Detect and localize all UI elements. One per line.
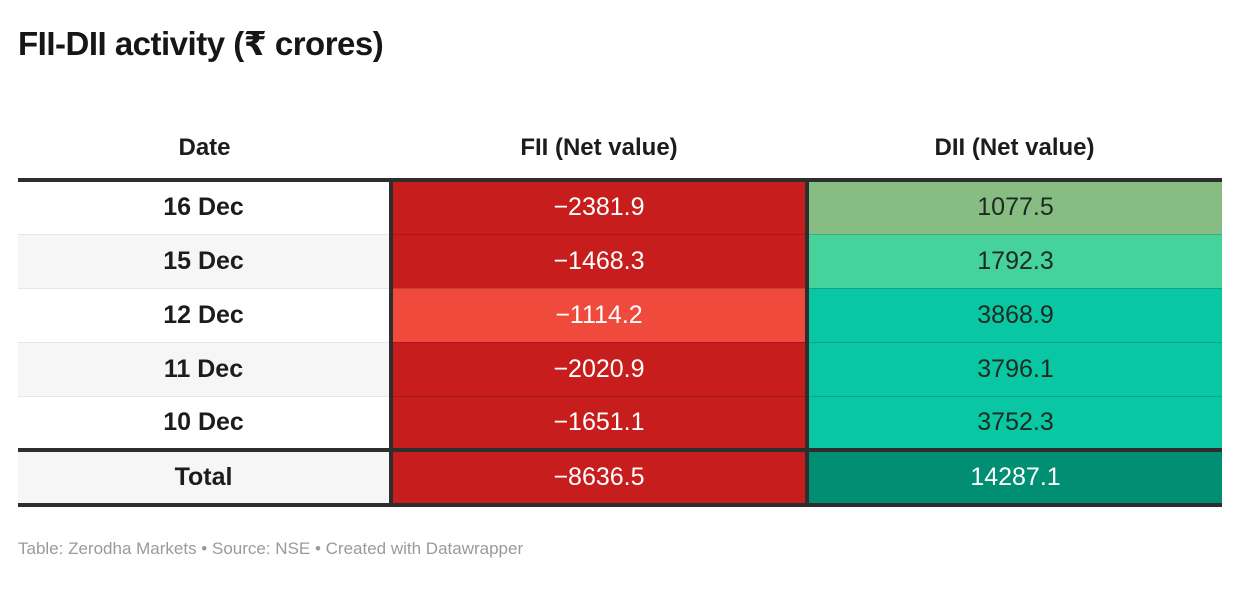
date-cell: 12 Dec [18, 287, 391, 342]
total-dii-cell: 14287.1 [805, 448, 1222, 507]
fii-value-cell: −1114.2 [389, 287, 807, 342]
date-cell: 11 Dec [18, 341, 391, 396]
fii-value-cell: −1651.1 [389, 395, 807, 450]
date-cell: 16 Dec [18, 180, 391, 234]
datawrapper-table-widget: FII-DII activity (₹ crores) Date FII (Ne… [0, 24, 1240, 559]
date-cell: 10 Dec [18, 395, 391, 450]
table-row: 16 Dec −2381.9 1077.5 [18, 180, 1222, 234]
column-header-date: Date [18, 118, 391, 182]
chart-title: FII-DII activity (₹ crores) [18, 25, 384, 62]
table-header: Date FII (Net value) DII (Net value) [18, 118, 1222, 182]
dii-value-cell: 1792.3 [805, 233, 1222, 288]
fii-value-cell: −1468.3 [389, 233, 807, 288]
dii-value-cell: 3752.3 [805, 395, 1222, 450]
attribution-footer: Table: Zerodha Markets • Source: NSE • C… [18, 539, 524, 558]
table-header-row: Date FII (Net value) DII (Net value) [18, 118, 1222, 182]
table-row: 12 Dec −1114.2 3868.9 [18, 287, 1222, 342]
fii-value-cell: −2381.9 [389, 180, 807, 234]
dii-value-cell: 3796.1 [805, 341, 1222, 396]
table-body: 16 Dec −2381.9 1077.5 15 Dec −1468.3 1792.3 12… [18, 180, 1222, 450]
total-row: Total −8636.5 14287.1 [18, 448, 1222, 507]
dii-value-cell: 3868.9 [805, 287, 1222, 342]
fii-dii-table: Date FII (Net value) DII (Net value) 16 … [18, 118, 1222, 507]
table-row: 15 Dec −1468.3 1792.3 [18, 233, 1222, 288]
table-total: Total −8636.5 14287.1 [18, 448, 1222, 507]
total-label-cell: Total [18, 448, 391, 507]
fii-value-cell: −2020.9 [389, 341, 807, 396]
table-row: 10 Dec −1651.1 3752.3 [18, 395, 1222, 450]
table-row: 11 Dec −2020.9 3796.1 [18, 341, 1222, 396]
column-header-fii: FII (Net value) [391, 118, 807, 182]
total-fii-cell: −8636.5 [389, 448, 807, 507]
dii-value-cell: 1077.5 [805, 180, 1222, 234]
date-cell: 15 Dec [18, 233, 391, 288]
column-header-dii: DII (Net value) [807, 118, 1222, 182]
